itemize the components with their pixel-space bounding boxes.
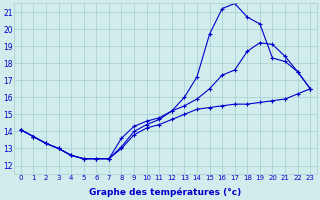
X-axis label: Graphe des températures (°c): Graphe des températures (°c) (89, 187, 242, 197)
